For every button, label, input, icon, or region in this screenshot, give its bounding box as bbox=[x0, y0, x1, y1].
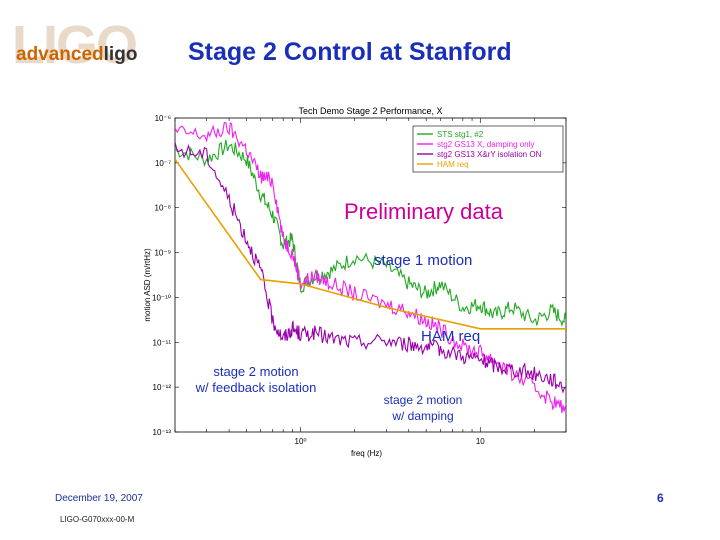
x-axis-label: freq (Hz) bbox=[351, 449, 382, 458]
annotation-stage2-feedback: stage 2 motion w/ feedback isolation bbox=[195, 364, 317, 395]
legend-label: stg2 GS13 X&rY isolation ON bbox=[437, 150, 542, 159]
y-tick-label: 10⁻¹⁰ bbox=[152, 293, 171, 302]
legend-label: HAM req bbox=[437, 160, 469, 169]
y-axis-label: motion ASD (m/rtHz) bbox=[143, 248, 152, 322]
logo-ligo-text: ligo bbox=[103, 44, 138, 65]
series-line-ham-req bbox=[175, 158, 566, 330]
annotation-preliminary: Preliminary data bbox=[344, 199, 503, 224]
legend-label: STS stg1, #2 bbox=[437, 130, 484, 139]
annotation-stage2-damping: stage 2 motion w/ damping bbox=[383, 393, 463, 423]
series-line-sts-stg1-2 bbox=[175, 139, 566, 328]
footer-date: December 19, 2007 bbox=[55, 493, 143, 504]
y-tick-label: 10⁻¹³ bbox=[153, 428, 172, 437]
ligo-logo-watermark: LIGO bbox=[12, 15, 138, 75]
legend-box bbox=[412, 125, 564, 173]
y-tick-label: 10⁻⁶ bbox=[155, 114, 171, 123]
x-tick-label: 10⁰ bbox=[295, 437, 307, 446]
annotation-ham-req: HAM req bbox=[421, 328, 481, 345]
series-line-stg2-gs13-x-ry-isolation-on bbox=[175, 141, 566, 394]
y-tick-label: 10⁻⁸ bbox=[155, 204, 172, 213]
y-tick-label: 10⁻¹² bbox=[153, 383, 172, 392]
advanced-ligo-logo: advancedligo bbox=[16, 44, 137, 66]
y-tick-label: 10⁻⁹ bbox=[154, 249, 171, 258]
y-tick-label: 10⁻⁷ bbox=[155, 159, 171, 168]
footer-doc-id: LIGO-G070xxx-00-M bbox=[60, 515, 135, 524]
chart-series bbox=[175, 122, 566, 414]
x-tick-label: 10 bbox=[476, 437, 485, 446]
chart-title: Tech Demo Stage 2 Performance, X bbox=[298, 106, 442, 116]
legend-label: stg2 GS13 X, damping only bbox=[437, 140, 534, 149]
logo-advanced-text: advanced bbox=[16, 44, 104, 65]
annotation-stage1-motion: stage 1 motion bbox=[374, 252, 473, 269]
slide-title: Stage 2 Control at Stanford bbox=[188, 38, 512, 66]
page-number: 6 bbox=[657, 491, 664, 505]
y-tick-label: 10⁻¹¹ bbox=[153, 338, 172, 347]
